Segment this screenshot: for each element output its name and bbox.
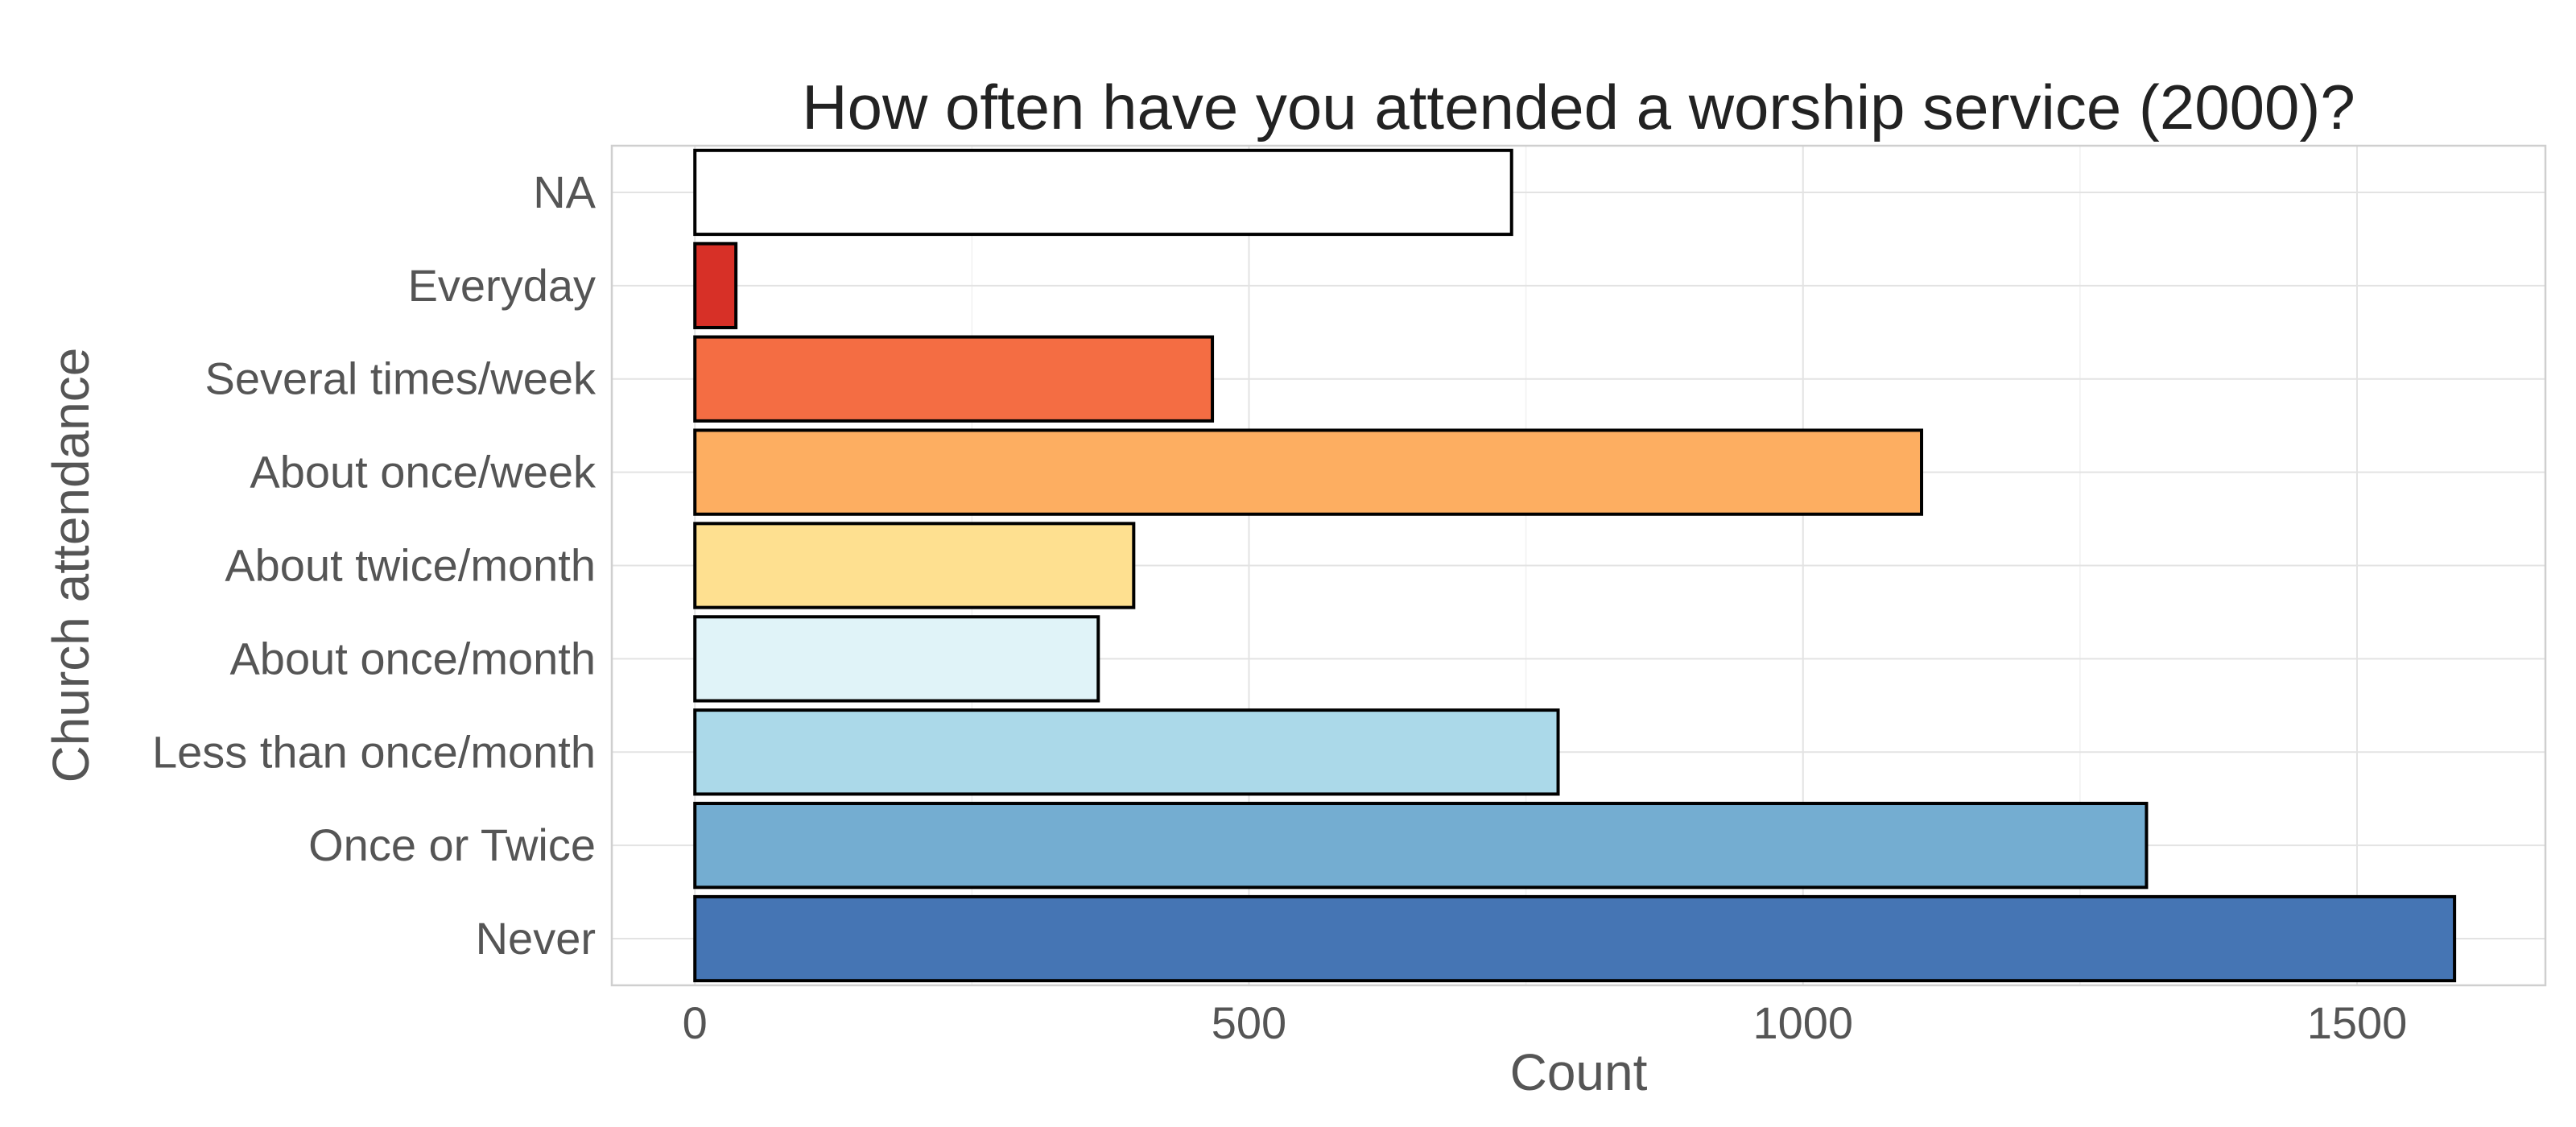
chart-title: How often have you attended a worship se… — [802, 72, 2355, 142]
y-tick-label: About once/month — [229, 633, 596, 683]
x-tick-label: 1500 — [2307, 997, 2408, 1048]
y-axis-title: Church attendance — [42, 348, 100, 783]
bar-everyday — [693, 242, 738, 329]
x-tick-label: 0 — [683, 997, 708, 1048]
plot-panel — [610, 144, 2547, 987]
y-tick-label: NA — [533, 167, 596, 217]
bar-several-times-week — [693, 335, 1215, 423]
bar-never — [693, 894, 2457, 983]
y-tick-label: Once or Twice — [308, 819, 596, 870]
y-tick-labels: NA Everyday Several times/week About once/w… — [152, 167, 597, 964]
bar-less-than-once-month — [693, 708, 1560, 796]
y-tick-label: About twice/month — [225, 540, 596, 591]
x-tick-label: 500 — [1212, 997, 1286, 1048]
x-tick-label: 1000 — [1752, 997, 1853, 1048]
bar-about-twice-month — [693, 522, 1136, 609]
bar-about-once-month — [693, 615, 1100, 703]
bar-na — [693, 148, 1513, 237]
bar-once-or-twice — [693, 802, 2149, 890]
y-tick-label: Less than once/month — [152, 726, 596, 777]
y-tick-label: Several times/week — [204, 353, 597, 404]
bars — [693, 148, 2457, 983]
x-axis-title: Count — [1510, 1043, 1648, 1101]
y-tick-label: Everyday — [408, 260, 596, 311]
bar-about-once-week — [693, 428, 1924, 516]
x-tick-labels: 0 500 1000 1500 — [683, 997, 2408, 1048]
y-tick-label: Never — [476, 913, 596, 964]
y-tick-label: About once/week — [250, 447, 597, 497]
